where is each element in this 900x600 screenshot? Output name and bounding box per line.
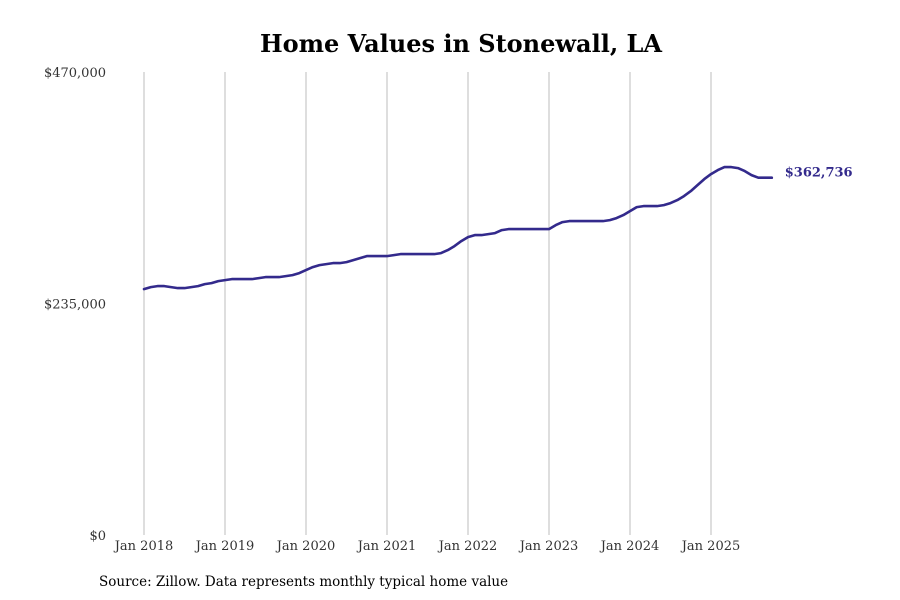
y-axis: $0 $235,000 $470,000 (44, 66, 106, 544)
x-axis: Jan 2018 Jan 2019 Jan 2020 Jan 2021 Jan 2022… (113, 539, 741, 554)
end-value-label: $362,736 (785, 166, 853, 181)
y-tick-label: $235,000 (44, 298, 106, 313)
y-tick-label: $470,000 (44, 66, 106, 81)
x-tick-label: Jan 2024 (599, 539, 660, 554)
x-tick-label: Jan 2019 (194, 539, 255, 554)
source-note: Source: Zillow. Data represents monthly … (99, 574, 509, 590)
series-line (142, 165, 774, 291)
x-tick-label: Jan 2022 (437, 539, 498, 554)
x-tick-label: Jan 2018 (113, 539, 174, 554)
grid-lines (143, 72, 712, 535)
chart-title: Home Values in Stonewall, LA (260, 29, 662, 58)
x-tick-label: Jan 2020 (275, 539, 336, 554)
x-tick-label: Jan 2021 (356, 539, 417, 554)
x-tick-label: Jan 2025 (680, 539, 741, 554)
x-tick-label: Jan 2023 (518, 539, 579, 554)
y-tick-label: $0 (89, 529, 106, 544)
